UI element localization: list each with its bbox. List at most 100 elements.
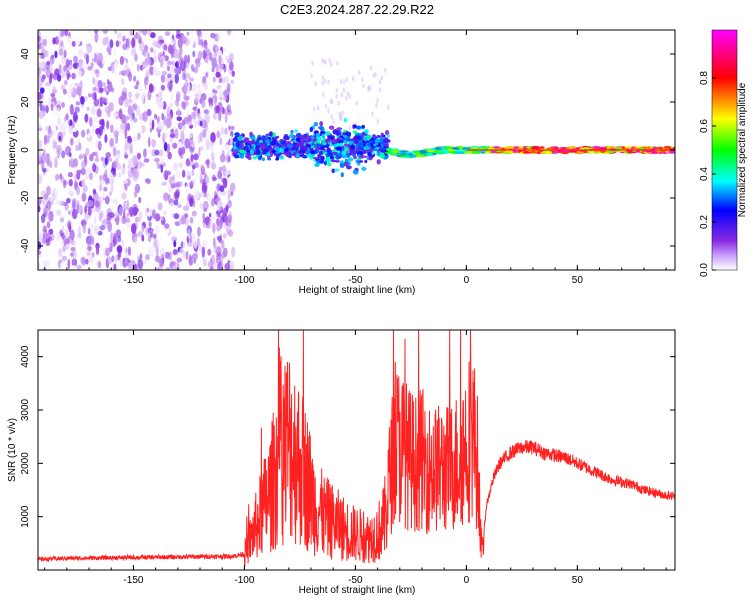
heatmap-cell [139,162,145,168]
heatmap-cell [179,46,183,55]
heatmap-cell [229,53,234,62]
heatmap-cell [224,216,229,226]
heatmap-cell [668,150,675,154]
heatmap-cell [427,152,433,156]
heatmap-cell [330,114,333,120]
heatmap-cell [194,188,200,200]
heatmap-cell [85,54,89,65]
heatmap-cell [367,152,372,156]
heatmap-cell [372,134,376,138]
heatmap-cell [89,117,93,127]
heatmap-cell [142,30,148,36]
heatmap-cell [208,105,214,116]
heatmap-cell [137,216,142,223]
heatmap-cell [211,198,215,207]
heatmap-cell [207,248,212,256]
heatmap-cell [180,130,185,141]
heatmap-cell [160,58,164,68]
heatmap-cell [221,165,227,173]
heatmap-cell [358,69,361,75]
heatmap-cell [150,47,154,53]
heatmap-cell [50,103,54,112]
heatmap-cell [160,84,166,91]
heatmap-cell [46,221,51,229]
heatmap-cell [172,162,178,171]
heatmap-cell [342,79,346,85]
heatmap-cell [145,78,150,90]
heatmap-cell [109,39,114,49]
heatmap-cell [74,106,80,113]
heatmap-cell [387,105,390,110]
heatmap-cell [199,131,203,143]
heatmap-cell [151,148,157,157]
heatmap-cell [199,98,203,104]
heatmap-cell [107,221,112,233]
heatmap-cell [344,148,350,152]
heatmap-cell [38,174,43,185]
heatmap-cell [57,59,61,65]
heatmap-cell [91,92,96,100]
heatmap-cell [201,246,205,258]
heatmap-cell [56,209,62,216]
heatmap-cell [318,125,325,130]
heatmap-cell [177,122,183,130]
heatmap-cell [222,90,228,97]
heatmap-cell [272,132,276,138]
heatmap-cell [174,100,179,106]
heatmap-cell [52,37,56,45]
heatmap-cell [186,225,192,236]
heatmap-cell [147,215,153,222]
heatmap-cell [355,100,358,106]
heatmap-cell [64,30,69,37]
heatmap-cell [119,55,124,66]
heatmap-cell [222,95,227,101]
heatmap-cell [91,151,97,157]
heatmap-cell [376,118,379,124]
heatmap-cell [326,157,331,162]
heatmap-cell [355,135,362,140]
heatmap-cell [139,125,143,136]
heatmap-cell [193,238,198,249]
heatmap-cell [185,169,192,177]
heatmap-cell [341,110,344,116]
heatmap-cell [211,57,217,69]
heatmap-cell [114,255,118,263]
heatmap-cell [194,193,198,199]
heatmap-cell [40,214,46,224]
colorbar-ticks: 0.0 0.2 0.4 0.6 0.8 [699,71,716,277]
heatmap-cell [129,143,133,154]
heatmap-cell [94,78,98,89]
heatmap-cell [212,119,218,128]
heatmap-cell [94,48,98,54]
heatmap-cell [218,55,222,65]
heatmap-cell [38,262,41,269]
heatmap-cell [170,61,175,65]
heatmap-cell [59,200,65,207]
heatmap-cell [191,83,197,93]
heatmap-cell [161,181,168,186]
heatmap-cell [93,224,100,235]
heatmap-cell [131,232,138,243]
heatmap-cell [306,144,312,148]
heatmap-cell [172,249,178,256]
heatmap-cell [316,140,321,144]
heatmap-xlabel: Height of straight line (km) [299,285,416,296]
heatmap-cell [91,123,96,134]
heatmap-cell [191,169,195,176]
heatmap-cell [59,173,62,180]
heatmap-cell [203,189,208,198]
heatmap-cell [166,106,171,115]
heatmap-cell [319,146,325,151]
heatmap-cell [108,102,114,112]
heatmap-cell [339,162,345,168]
heatmap-cell [284,137,290,140]
heatmap-cell [588,150,595,154]
heatmap-cell [222,47,228,53]
heatmap-cell [103,187,108,192]
heatmap-cell [224,262,231,270]
heatmap-cell [96,108,102,118]
heatmap-cell [352,130,357,134]
heatmap-cell [326,147,331,153]
heatmap-cell [71,240,78,247]
heatmap-cell [379,152,383,157]
